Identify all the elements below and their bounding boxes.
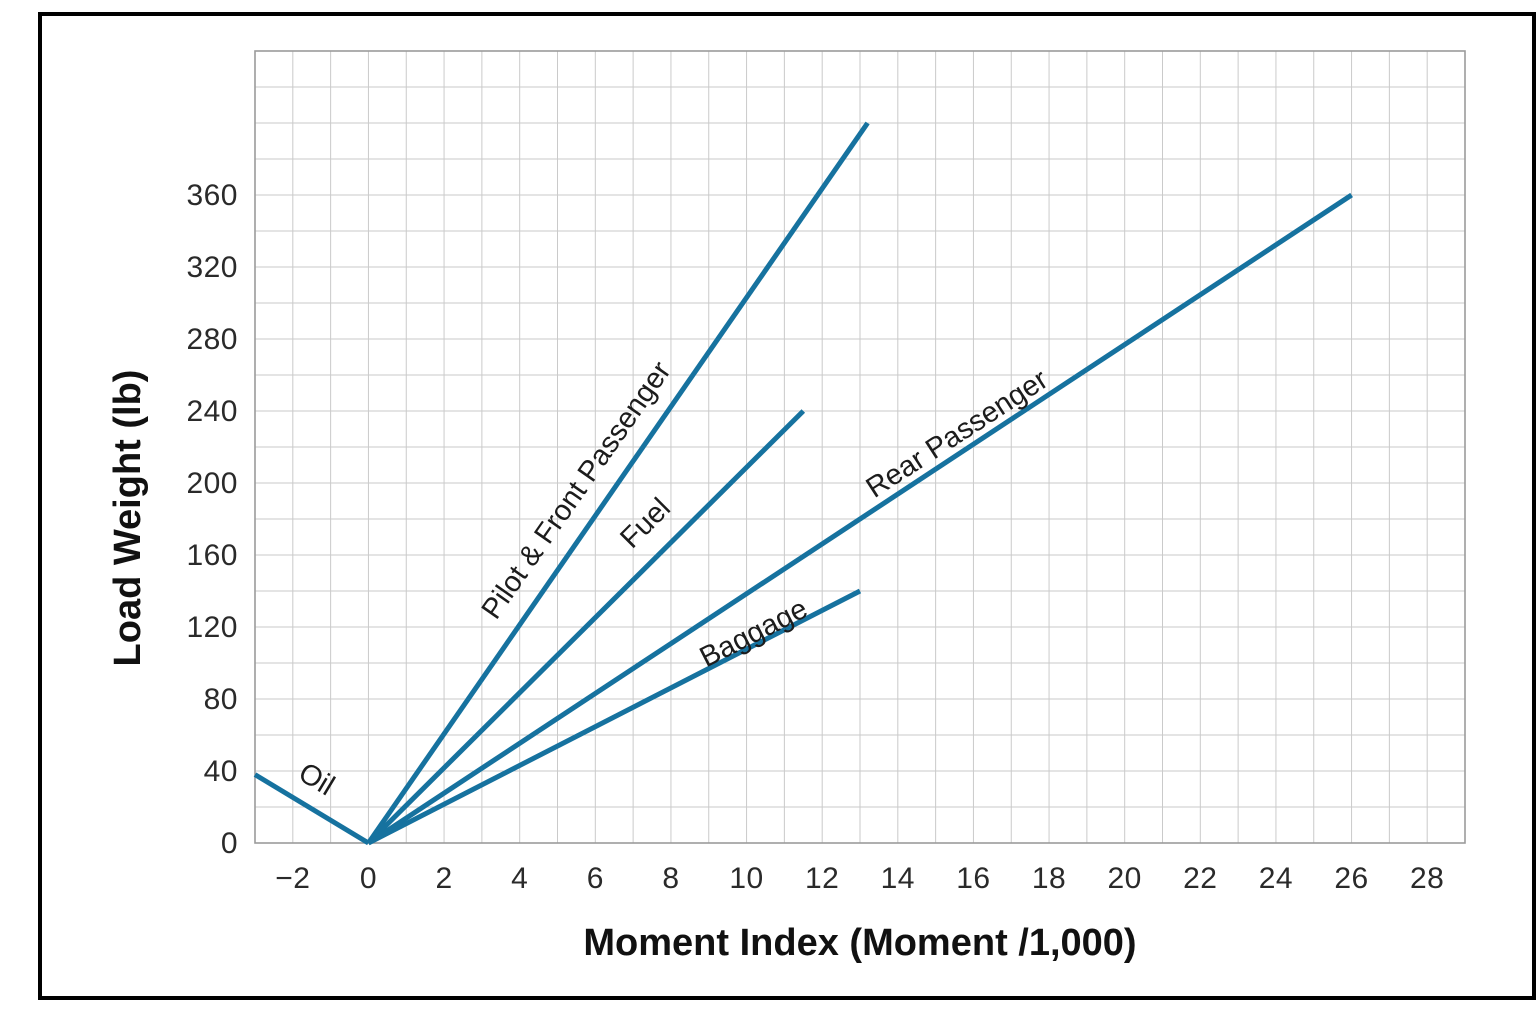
series-lines (253, 121, 1353, 846)
x-tick-label: 8 (662, 862, 679, 895)
series-line-pilot-front-passenger (366, 121, 870, 845)
x-tick-label: 0 (360, 862, 377, 895)
x-axis-tick-labels: −2 0 2 4 6 8 10 12 14 16 18 20 22 24 26 28 (275, 862, 1444, 895)
series-line-rear-passenger (367, 192, 1353, 846)
y-tick-label: 240 (186, 395, 238, 428)
x-axis-title: Moment Index (Moment /1,000) (583, 922, 1136, 964)
series-line-baggage (367, 588, 862, 846)
y-tick-label: 0 (221, 827, 238, 860)
y-tick-label: 360 (186, 179, 238, 212)
y-tick-label: 120 (186, 611, 238, 644)
x-tick-label: 6 (587, 862, 604, 895)
x-tick-label: 4 (511, 862, 528, 895)
x-tick-label: 18 (1032, 862, 1066, 895)
y-tick-label: 320 (186, 251, 238, 284)
x-tick-label: 28 (1410, 862, 1444, 895)
series-line-fuel (366, 409, 806, 845)
x-tick-label: 22 (1183, 862, 1217, 895)
x-tick-label: 24 (1259, 862, 1293, 895)
y-tick-label: 80 (204, 683, 238, 716)
y-tick-label: 200 (186, 467, 238, 500)
series-label-baggage: Baggage (695, 593, 813, 674)
x-tick-label: 26 (1334, 862, 1368, 895)
series-label-pilot-front-passenger: Pilot & Front Passenger (476, 356, 678, 626)
x-tick-label: 2 (435, 862, 452, 895)
y-tick-label: 160 (186, 539, 238, 572)
x-tick-label: 16 (956, 862, 990, 895)
figure-border (38, 12, 1536, 1000)
x-tick-label: 20 (1108, 862, 1142, 895)
x-tick-label: 10 (729, 862, 763, 895)
x-tick-label: 12 (805, 862, 839, 895)
y-tick-label: 280 (186, 323, 238, 356)
series-label-oil: Oil (293, 757, 340, 803)
plot-border (254, 50, 1466, 844)
y-axis-tick-labels: 0 40 80 120 160 200 240 280 320 360 (186, 179, 238, 860)
x-tick-label: 14 (881, 862, 915, 895)
series-line-oil (253, 772, 370, 846)
y-tick-label: 40 (204, 755, 238, 788)
gridlines (254, 50, 1466, 844)
x-tick-label: −2 (275, 862, 310, 895)
y-axis-title: Load Weight (lb) (107, 370, 149, 667)
